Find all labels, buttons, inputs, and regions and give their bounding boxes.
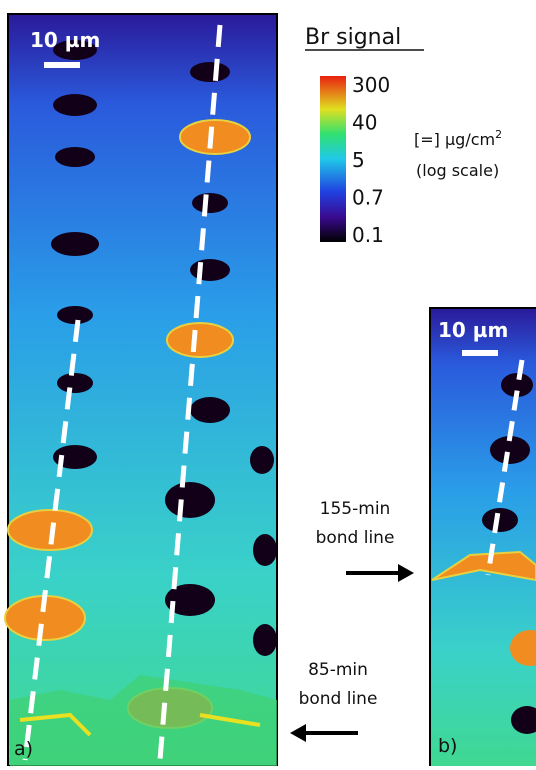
colorbar: Br signal 300 40 5 0.7 0.1 [=] µg/cm2 (log s… (305, 25, 502, 247)
units: [=] µg/cm2 (414, 128, 502, 149)
panel-label: b) (438, 735, 457, 757)
colorbar-title: Br signal (305, 25, 401, 50)
scale-note: (log scale) (416, 161, 499, 180)
colorbar-tick-label: 0.1 (352, 223, 384, 247)
scale-bar-label: 10 µm (30, 28, 100, 52)
colorbar-tick-label: 5 (352, 148, 365, 172)
panel-label: a) (14, 738, 33, 760)
annotation-line: 155-min (320, 499, 391, 519)
annotations: 155-min bond line 85-min bond line (290, 499, 414, 742)
panel-b: 10 µm b) (429, 307, 536, 769)
units-text: [=] µg/cm (414, 130, 495, 149)
colorbar-tick-label: 300 (352, 73, 390, 97)
panel-a: 10 µm a) (4, 13, 278, 767)
scale-bar-label: 10 µm (438, 318, 508, 342)
annotation-line: bond line (316, 528, 395, 548)
colorbar-tick-label: 40 (352, 111, 377, 135)
units-sup: 2 (495, 128, 502, 141)
annotation-line: bond line (299, 689, 378, 709)
colorbar-tick-label: 0.7 (352, 186, 384, 210)
annotation-line: 85-min (308, 660, 368, 680)
